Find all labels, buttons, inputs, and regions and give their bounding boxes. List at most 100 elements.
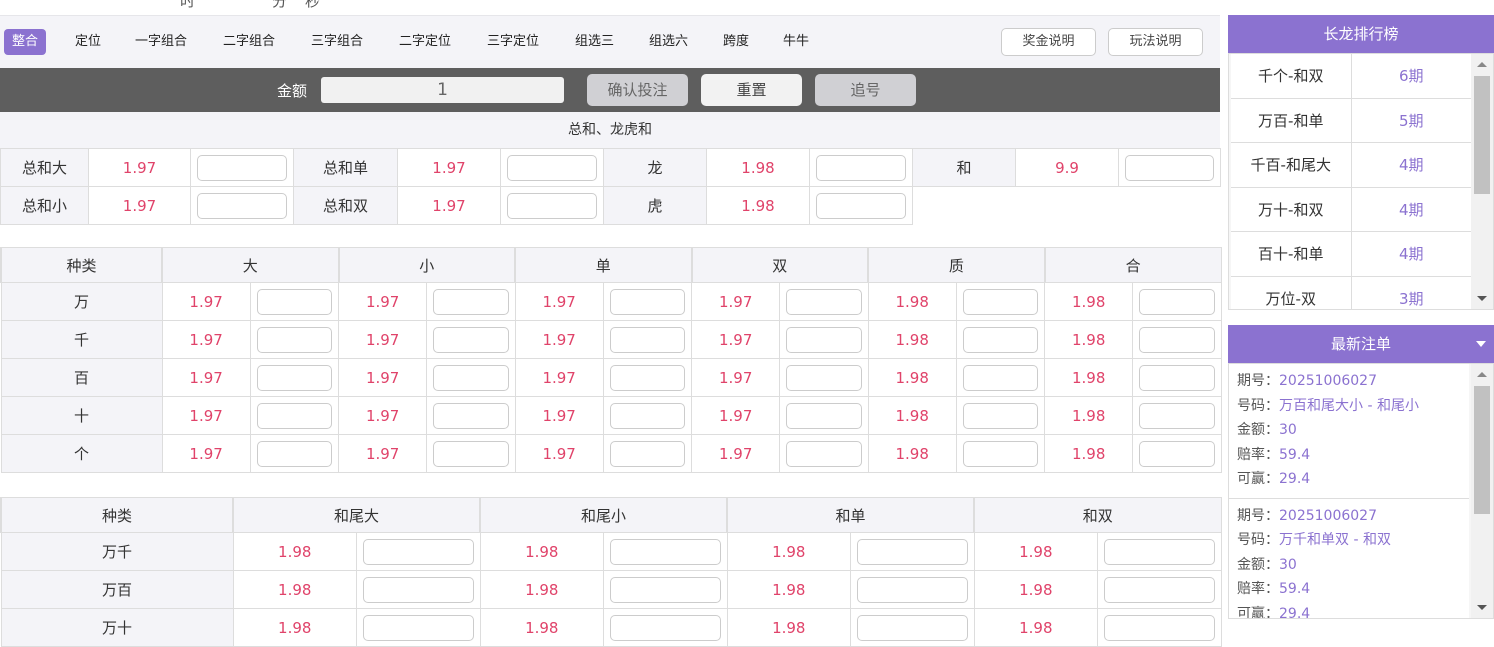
bet-amount-input[interactable] [1139,440,1215,467]
bet-amount-input[interactable] [507,192,597,219]
rules-info-button[interactable]: 玩法说明 [1108,28,1203,56]
chase-number-button[interactable]: 追号 [815,74,916,106]
bet-amount-cell [249,396,340,435]
bet-amount-input[interactable] [256,288,333,315]
bet-amount-input[interactable] [433,364,509,391]
ranking-scrollbar[interactable] [1471,54,1493,309]
bet-amount-input[interactable] [1139,364,1215,391]
bet-amount-input[interactable] [962,402,1039,429]
tab-4[interactable]: 三字组合 [311,34,364,49]
bet-amount-input[interactable] [786,326,862,353]
bet-amount-input[interactable] [1104,576,1215,603]
bet-amount-input[interactable] [197,154,287,181]
bet-amount-input[interactable] [857,614,968,641]
bet-amount-input[interactable] [609,402,686,429]
odds-value: 1.98 [726,570,852,609]
bet-amount-input[interactable] [1104,614,1215,641]
bet-amount-input[interactable] [256,440,333,467]
confirm-bet-button[interactable]: 确认投注 [587,74,688,106]
ranking-item[interactable]: 万十-和双 4期 [1231,187,1471,232]
tab-1[interactable]: 定位 [75,34,102,49]
tab-5[interactable]: 二字定位 [399,34,452,49]
bet-amount-input[interactable] [256,326,333,353]
odds-value: 1.97 [691,434,781,473]
bet-amount-input[interactable] [1139,288,1215,315]
column-header: 合 [1043,247,1222,283]
bet-amount-input[interactable] [609,364,686,391]
bet-amount-input[interactable] [256,402,333,429]
odds-value: 1.98 [867,358,957,397]
bet-amount-input[interactable] [857,576,968,603]
ranking-item[interactable]: 百十-和单 4期 [1231,232,1471,277]
tab-7[interactable]: 组选三 [575,34,615,49]
odds-value: 1.97 [338,320,428,359]
bet-issue-line: 期号：20251006027 [1237,369,1461,394]
bet-amount-input[interactable] [786,402,862,429]
bet-amount-input[interactable] [610,538,721,565]
bet-amount-input[interactable] [786,288,862,315]
bet-amount-input[interactable] [962,288,1039,315]
bet-amount-input[interactable] [857,538,968,565]
odds-value: 1.97 [514,358,604,397]
bet-amount-input[interactable] [609,326,686,353]
bet-amount-input[interactable] [816,192,906,219]
latest-bets-header[interactable]: 最新注单 [1228,325,1494,363]
bet-amount-cell [1118,148,1221,187]
ranking-name: 万十-和双 [1258,200,1324,219]
latest-bets-scrollbar[interactable] [1471,364,1493,618]
amount-input[interactable] [321,77,564,103]
ranking-item[interactable]: 千百-和尾大 4期 [1231,143,1471,188]
bet-amount-input[interactable] [962,440,1039,467]
tab-10[interactable]: 牛牛 [783,34,810,49]
bet-amount-input[interactable] [363,614,474,641]
ranking-name: 万位-双 [1265,289,1316,308]
bet-amount-value: 30 [1279,556,1297,573]
caret-down-icon[interactable] [1476,341,1486,347]
tab-2[interactable]: 一字组合 [135,34,188,49]
scroll-down-icon[interactable] [1477,605,1487,610]
bet-amount-input[interactable] [363,538,474,565]
bet-amount-input[interactable] [256,364,333,391]
bet-amount-input[interactable] [433,288,509,315]
bet-amount-input[interactable] [610,576,721,603]
bet-amount-input[interactable] [1125,154,1214,181]
ranking-item[interactable]: 万位-双 3期 [1231,276,1471,309]
bet-amount-input[interactable] [197,192,287,219]
prize-info-button[interactable]: 奖金说明 [1001,28,1096,56]
scroll-up-icon[interactable] [1477,62,1487,67]
bet-amount-input[interactable] [962,364,1039,391]
bet-amount-input[interactable] [786,440,862,467]
ranking-item[interactable]: 千个-和双 6期 [1231,54,1471,99]
scroll-down-icon[interactable] [1477,296,1487,301]
tab-3[interactable]: 二字组合 [223,34,276,49]
bet-amount-input[interactable] [363,576,474,603]
bet-amount-input[interactable] [609,288,686,315]
bet-amount-input[interactable] [433,402,509,429]
tab-6[interactable]: 三字定位 [487,34,540,49]
ranking-title: 长龙排行榜 [1228,15,1494,53]
tab-9[interactable]: 跨度 [723,34,750,49]
bet-amount-cell [779,358,869,397]
ranking-panel: 长龙排行榜 千个-和双 6期 万百-和单 5期 千百-和尾大 4期 万十-和双 4期 百十-和单… [1228,15,1494,310]
bet-amount-input[interactable] [1104,538,1215,565]
bet-amount-input[interactable] [1139,402,1215,429]
bet-amount-input[interactable] [786,364,862,391]
tab-8[interactable]: 组选六 [649,34,689,49]
scroll-up-icon[interactable] [1477,372,1487,377]
bet-amount-input[interactable] [816,154,906,181]
column-header: 和双 [973,497,1222,533]
bet-amount-input[interactable] [433,440,509,467]
odds-value: 1.97 [338,358,428,397]
bet-amount-input[interactable] [609,440,686,467]
reset-button[interactable]: 重置 [701,74,802,106]
bet-amount-input[interactable] [433,326,509,353]
bet-amount-line: 金额：30 [1237,553,1461,578]
tab-0[interactable]: 整合 [4,29,47,55]
bet-amount-input[interactable] [507,154,597,181]
bet-amount-input[interactable] [962,326,1039,353]
bet-amount-input[interactable] [610,614,721,641]
odds-value: 1.97 [88,148,191,187]
bet-amount-input[interactable] [1139,326,1215,353]
bet-odds-line: 赔率：59.4 [1237,577,1461,602]
ranking-item[interactable]: 万百-和单 5期 [1231,98,1471,143]
